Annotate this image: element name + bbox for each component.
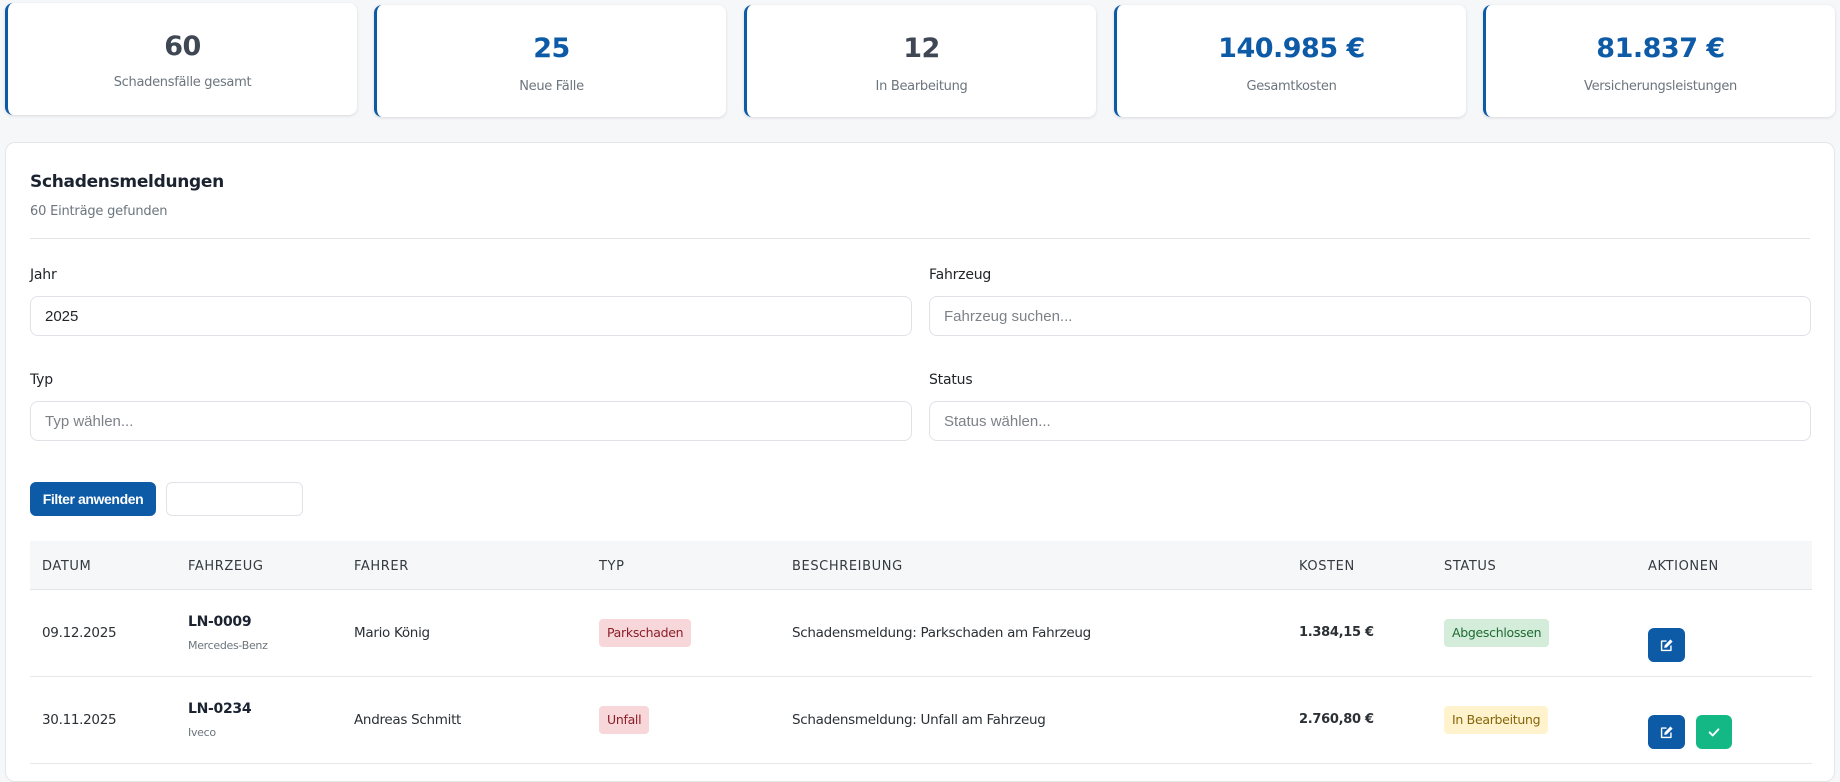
column-header-description[interactable]: BESCHREIBUNG	[792, 559, 903, 574]
table-row: 09.12.2025 LN-0009 Mercedes-Benz Mario K…	[30, 590, 1812, 677]
status-badge: In Bearbeitung	[1444, 706, 1549, 734]
approve-button[interactable]	[1696, 715, 1732, 749]
result-count: 60 Einträge gefunden	[30, 204, 168, 219]
description-cell: Schadensmeldung: Unfall am Fahrzeug	[792, 712, 1046, 728]
table-row: 30.11.2025 LN-0234 Iveco Andreas Schmitt…	[30, 677, 1812, 764]
vehicle-make: Iveco	[188, 726, 216, 739]
vehicle-make: Mercedes-Benz	[188, 639, 268, 652]
stat-value: 140.985 €	[1218, 33, 1365, 64]
driver-cell: Mario König	[354, 625, 430, 641]
check-icon	[1708, 728, 1720, 737]
stat-card-total: 60 Schadensfälle gesamt	[5, 3, 357, 115]
stat-card-new: 25 Neue Fälle	[374, 5, 726, 117]
vehicle-plate: LN-0234	[188, 701, 252, 717]
stat-value: 12	[903, 33, 940, 64]
edit-icon	[1660, 638, 1673, 651]
stat-label: Versicherungsleistungen	[1583, 79, 1737, 94]
driver-cell: Andreas Schmitt	[354, 712, 462, 728]
column-header-status[interactable]: STATUS	[1444, 559, 1497, 574]
stats-row: 60 Schadensfälle gesamt 25 Neue Fälle 12…	[5, 3, 1836, 118]
vehicle-search-input[interactable]	[929, 296, 1811, 336]
stat-label: Gesamtkosten	[1246, 79, 1337, 94]
type-label: Typ	[30, 372, 53, 388]
status-select[interactable]	[929, 401, 1811, 441]
edit-button[interactable]	[1648, 628, 1685, 662]
claims-panel: Schadensmeldungen 60 Einträge gefunden J…	[5, 142, 1835, 782]
stat-value: 81.837 €	[1596, 33, 1725, 64]
stat-card-in-progress: 12 In Bearbeitung	[744, 5, 1096, 117]
stat-label: Neue Fälle	[519, 79, 584, 94]
date-cell: 09.12.2025	[42, 625, 117, 641]
status-badge: Abgeschlossen	[1444, 619, 1550, 647]
vehicle-label: Fahrzeug	[929, 267, 992, 283]
reset-filter-button[interactable]	[166, 482, 303, 516]
year-input[interactable]	[30, 296, 912, 336]
column-header-type[interactable]: TYP	[599, 559, 625, 574]
claims-table: DATUM FAHRZEUG FAHRER TYP BESCHREIBUNG K…	[30, 541, 1812, 764]
divider	[30, 238, 1810, 239]
stat-value: 60	[164, 31, 201, 62]
column-header-driver[interactable]: FAHRER	[354, 559, 409, 574]
panel-title: Schadensmeldungen	[30, 172, 224, 192]
stat-card-total-cost: 140.985 € Gesamtkosten	[1114, 5, 1466, 117]
stat-card-insurance: 81.837 € Versicherungsleistungen	[1483, 5, 1835, 117]
type-badge: Parkschaden	[599, 619, 692, 647]
edit-icon	[1660, 725, 1673, 738]
cost-cell: 2.760,80 €	[1299, 712, 1374, 727]
edit-button[interactable]	[1648, 715, 1685, 749]
apply-filter-button[interactable]: Filter anwenden	[30, 482, 156, 516]
column-header-vehicle[interactable]: FAHRZEUG	[188, 559, 264, 574]
type-badge: Unfall	[599, 706, 650, 734]
type-select[interactable]	[30, 401, 912, 441]
year-label: Jahr	[30, 267, 57, 283]
table-header: DATUM FAHRZEUG FAHRER TYP BESCHREIBUNG K…	[30, 541, 1812, 590]
status-label: Status	[929, 372, 973, 388]
column-header-cost[interactable]: KOSTEN	[1299, 559, 1355, 574]
stat-label: Schadensfälle gesamt	[113, 75, 252, 90]
date-cell: 30.11.2025	[42, 712, 117, 728]
column-header-actions: AKTIONEN	[1648, 559, 1719, 574]
column-header-date[interactable]: DATUM	[42, 559, 92, 574]
cost-cell: 1.384,15 €	[1299, 625, 1374, 640]
description-cell: Schadensmeldung: Parkschaden am Fahrzeug	[792, 625, 1091, 641]
stat-value: 25	[533, 33, 570, 64]
vehicle-plate: LN-0009	[188, 614, 252, 630]
stat-label: In Bearbeitung	[875, 79, 968, 94]
